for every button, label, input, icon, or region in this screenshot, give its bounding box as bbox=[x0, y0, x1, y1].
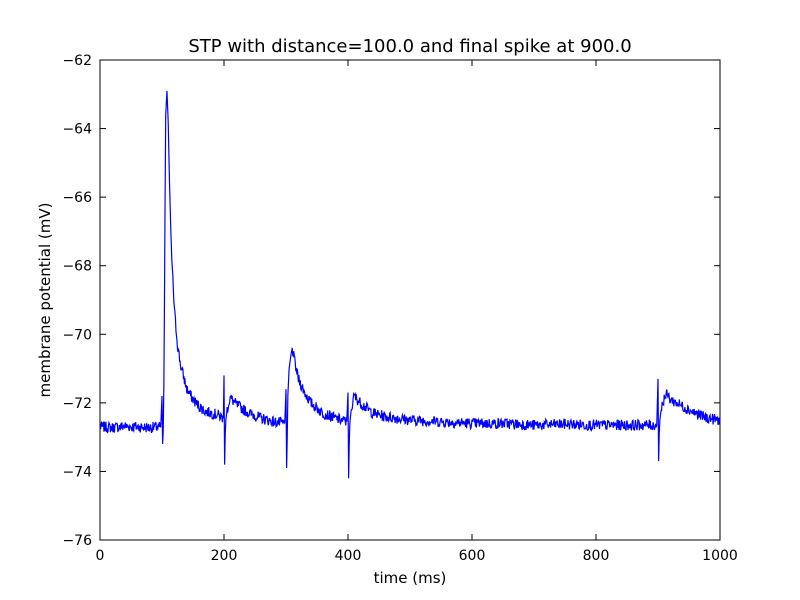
y-tick-label: −66 bbox=[62, 190, 92, 206]
chart-title: STP with distance=100.0 and final spike … bbox=[188, 36, 631, 57]
y-tick-label: −70 bbox=[62, 327, 92, 343]
x-tick-label: 0 bbox=[96, 548, 105, 564]
plot-area bbox=[99, 59, 721, 541]
x-tick-label: 200 bbox=[211, 548, 238, 564]
series-line bbox=[99, 90, 721, 479]
x-tick-label: 1000 bbox=[702, 548, 738, 564]
y-tick-label: −62 bbox=[62, 53, 92, 69]
x-tick-label: 400 bbox=[335, 548, 362, 564]
axis-tick-labels: 0 200 400 600 800 1000 −76 −74 −72 −70 −68 −66 −64 −6… bbox=[62, 53, 737, 564]
axis-ticks bbox=[99, 59, 721, 541]
y-tick-label: −76 bbox=[62, 533, 92, 549]
y-axis-label: membrane potential (mV) bbox=[36, 203, 54, 398]
y-tick-label: −68 bbox=[62, 259, 92, 275]
x-axis-label: time (ms) bbox=[374, 569, 447, 587]
y-tick-label: −74 bbox=[62, 464, 92, 480]
y-tick-label: −64 bbox=[62, 122, 92, 138]
y-tick-label: −72 bbox=[62, 396, 92, 412]
x-tick-label: 600 bbox=[459, 548, 486, 564]
x-tick-label: 800 bbox=[583, 548, 610, 564]
